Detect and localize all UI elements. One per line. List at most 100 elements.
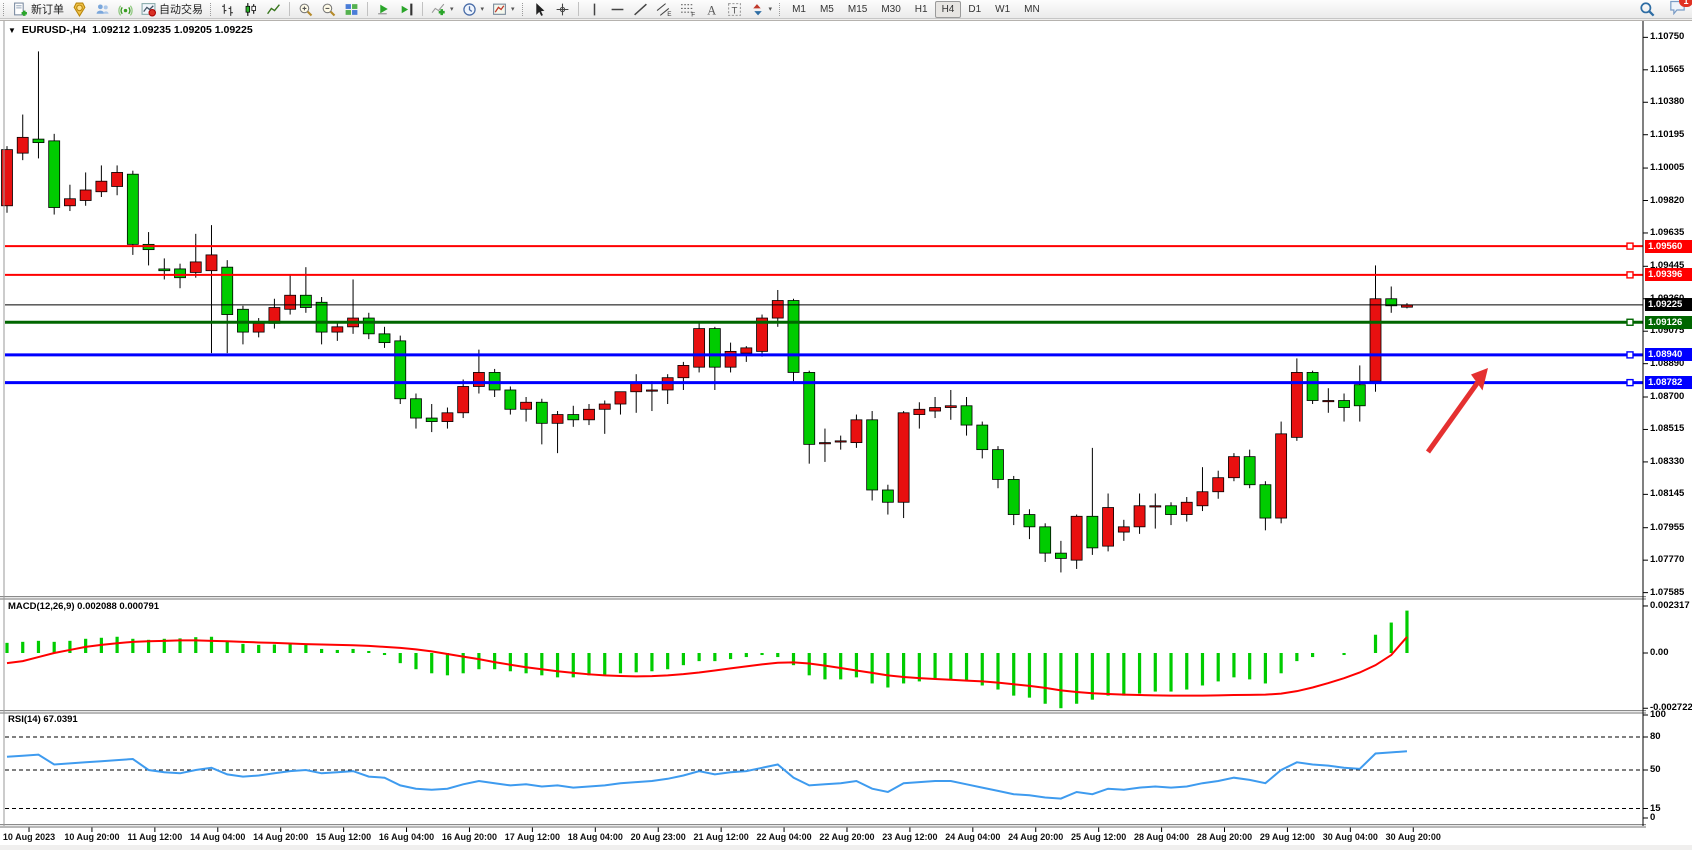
price-tick-label: 1.07955 [1650, 521, 1685, 533]
separator-rsi-time[interactable] [0, 826, 1646, 828]
line-chart-button[interactable] [262, 1, 285, 18]
horizontal-line-button[interactable] [606, 1, 629, 18]
indicators-button[interactable]: ▾ [427, 1, 458, 18]
new-order-icon [14, 2, 27, 16]
cursor-button[interactable] [528, 1, 551, 18]
price-tick-label: 1.09075 [1650, 325, 1685, 337]
toolbar: 新订单 自动交易 ▾ ▾ ▾ E F A T ▾ M1 M5 M15 M30 H1 H4 D… [0, 0, 1692, 19]
auto-scroll-button[interactable] [372, 1, 395, 18]
candle-bear [158, 268, 171, 272]
candle-bear [992, 449, 1004, 480]
signals-button[interactable] [114, 1, 137, 18]
candle-bull [724, 350, 737, 368]
periods-button[interactable]: ▾ [458, 1, 489, 18]
candle-bull [16, 136, 29, 154]
arrow-annotation-head[interactable] [1471, 368, 1488, 391]
arrow-annotation-shaft[interactable] [1425, 380, 1481, 454]
separator-rsi-time[interactable] [0, 824, 1646, 826]
candle-bear [976, 424, 989, 451]
macd-label: MACD(12,26,9) 0.002088 0.000791 [8, 601, 159, 612]
chart-shift-button[interactable] [395, 1, 418, 18]
search-button[interactable] [1635, 1, 1659, 18]
candle-bull [205, 254, 218, 272]
toolbar-separator [289, 2, 290, 16]
autotrade-button[interactable]: 自动交易 [137, 1, 207, 18]
hline-handle[interactable] [1626, 242, 1634, 250]
hline-handle[interactable] [1626, 378, 1634, 387]
candle-bull [1369, 298, 1382, 382]
hline-handle[interactable] [1626, 351, 1634, 359]
fibonacci-button[interactable]: F [676, 1, 700, 18]
toolbar-grip [210, 2, 213, 16]
timeframe-h4[interactable]: H4 [934, 0, 962, 18]
dropdown-caret: ▾ [511, 6, 515, 13]
time-label: 30 Aug 20:00 [1385, 832, 1441, 842]
rsi-axis-label: 15 [1650, 802, 1661, 814]
candle-chart-button[interactable] [239, 1, 262, 18]
bar-chart-button[interactable] [216, 1, 239, 18]
candle-bull [1070, 515, 1083, 561]
templates-button[interactable]: ▾ [488, 1, 519, 18]
window-bottom-strip [0, 845, 1692, 850]
timeframe-m5[interactable]: M5 [813, 1, 841, 18]
separator-main-macd[interactable] [0, 598, 1646, 600]
hline-handle[interactable] [1626, 318, 1634, 326]
timeframe-m15[interactable]: M15 [841, 1, 874, 18]
timeframe-mn[interactable]: MN [1017, 1, 1047, 18]
text-label-button[interactable]: T [723, 1, 746, 18]
toolbar-grip [779, 2, 782, 16]
equidistant-channel-button[interactable]: E [652, 1, 676, 18]
dropdown-caret: ▾ [768, 6, 773, 13]
candle-bull [331, 326, 344, 333]
candle-bull [95, 180, 108, 193]
arrows-button[interactable]: ▾ [746, 1, 777, 18]
vertical-line-icon [593, 3, 595, 15]
candle-bear [708, 328, 721, 368]
zoom-in-button[interactable] [294, 1, 317, 18]
candle-bear [315, 301, 328, 333]
hline-handle[interactable] [1626, 271, 1634, 279]
crosshair-button[interactable] [551, 1, 574, 18]
timeframe-w1[interactable]: W1 [988, 1, 1017, 18]
market-button[interactable] [68, 1, 91, 18]
time-label: 16 Aug 04:00 [378, 832, 435, 842]
clock-icon [462, 2, 476, 16]
separator-macd-rsi[interactable] [0, 712, 1646, 714]
candle-bull [583, 408, 595, 421]
timeframe-group: M1 M5 M15 M30 H1 H4 D1 W1 MN [785, 0, 1047, 18]
candle-bear [1055, 552, 1067, 559]
candle-bull [252, 322, 265, 333]
community-button[interactable] [91, 1, 114, 18]
time-label: 30 Aug 04:00 [1322, 832, 1378, 842]
channel-icon: E [656, 2, 671, 17]
chat-button[interactable]: 1 [1669, 0, 1692, 20]
price-tick-label: 1.09260 [1650, 293, 1684, 304]
price-tick-label: 1.08330 [1650, 455, 1685, 467]
cursor-icon [535, 2, 544, 16]
trendline-button[interactable] [629, 1, 652, 18]
collapse-triangle-icon[interactable]: ▼ [8, 25, 16, 35]
rsi-name: RSI(14) [8, 714, 41, 725]
new-order-button[interactable]: 新订单 [9, 1, 68, 18]
zoom-out-button[interactable] [317, 1, 340, 18]
macd-axis-label: -0.002722 [1650, 702, 1692, 714]
price-tick-label: 1.09635 [1650, 226, 1685, 238]
separator-macd-rsi[interactable] [0, 710, 1646, 712]
timeframe-h1[interactable]: H1 [908, 1, 935, 18]
separator-main-macd[interactable] [0, 596, 1646, 598]
timeframe-d1[interactable]: D1 [961, 1, 988, 18]
candle-bear [1385, 298, 1398, 307]
price-tick-label: 1.07585 [1650, 586, 1685, 598]
price-tick-label: 1.10005 [1650, 162, 1685, 174]
price-tick-label: 1.10380 [1650, 96, 1685, 108]
dropdown-caret: ▾ [450, 6, 454, 13]
macd-axis-label: 0.002317 [1650, 599, 1690, 611]
tile-windows-button[interactable] [340, 1, 363, 18]
timeframe-m1[interactable]: M1 [785, 1, 813, 18]
rsi-axis-label: 50 [1650, 764, 1661, 775]
vertical-line-button[interactable] [583, 1, 606, 18]
text-button[interactable]: A [700, 1, 723, 18]
candle-bull [1275, 433, 1288, 519]
timeframe-m30[interactable]: M30 [874, 1, 907, 18]
